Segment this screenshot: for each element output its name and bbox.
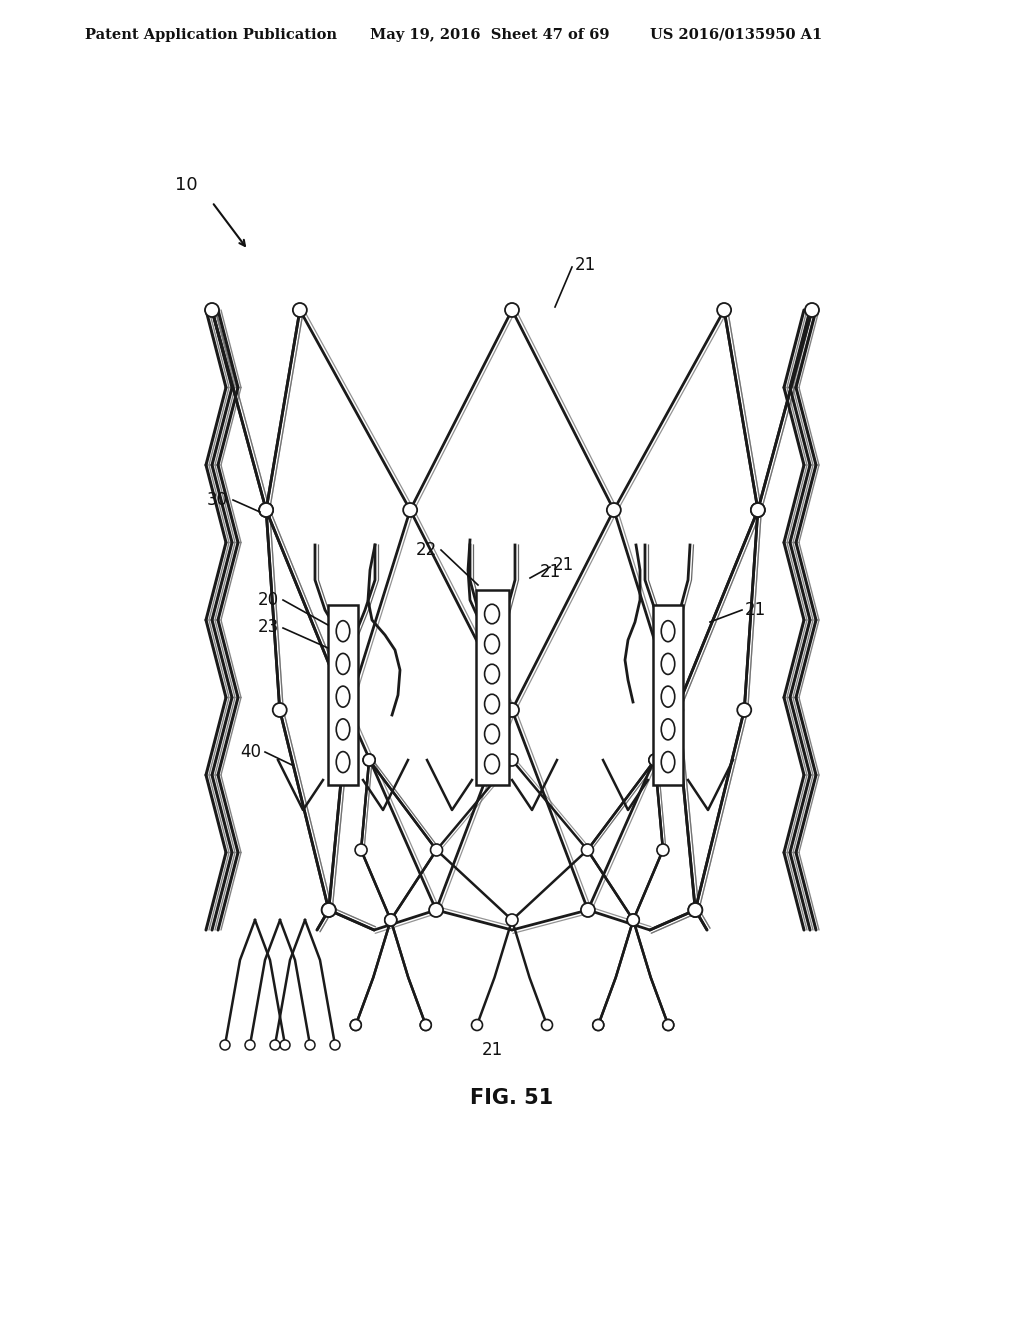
Circle shape <box>322 903 336 917</box>
Ellipse shape <box>336 620 350 642</box>
Circle shape <box>430 843 442 855</box>
Circle shape <box>663 1019 674 1031</box>
Ellipse shape <box>336 719 350 741</box>
Text: 21: 21 <box>553 556 574 574</box>
Circle shape <box>350 1019 361 1031</box>
Circle shape <box>582 843 594 855</box>
Circle shape <box>280 1040 290 1049</box>
FancyBboxPatch shape <box>328 605 358 785</box>
Circle shape <box>355 843 367 855</box>
Ellipse shape <box>662 686 675 708</box>
Ellipse shape <box>484 605 500 624</box>
Circle shape <box>657 843 669 855</box>
Text: 23: 23 <box>258 618 279 636</box>
Text: 20: 20 <box>258 591 279 609</box>
Circle shape <box>593 1019 604 1031</box>
Circle shape <box>270 1040 280 1049</box>
Circle shape <box>663 1019 674 1031</box>
Text: 10: 10 <box>175 176 198 194</box>
Circle shape <box>403 503 417 517</box>
Circle shape <box>506 754 518 766</box>
Circle shape <box>259 503 273 517</box>
Circle shape <box>272 704 287 717</box>
Circle shape <box>205 304 219 317</box>
Text: 21: 21 <box>481 1041 503 1059</box>
Circle shape <box>350 1019 361 1031</box>
Text: 22: 22 <box>416 541 437 558</box>
Circle shape <box>471 1019 482 1031</box>
Ellipse shape <box>336 686 350 708</box>
Circle shape <box>649 754 660 766</box>
Text: 21: 21 <box>745 601 766 619</box>
FancyBboxPatch shape <box>653 605 683 785</box>
Circle shape <box>505 304 519 317</box>
Ellipse shape <box>662 620 675 642</box>
Text: 40: 40 <box>240 743 261 762</box>
Ellipse shape <box>484 694 500 714</box>
Ellipse shape <box>484 754 500 774</box>
Text: 30: 30 <box>207 491 228 510</box>
Circle shape <box>506 913 518 927</box>
Circle shape <box>688 903 702 917</box>
Circle shape <box>293 304 307 317</box>
Ellipse shape <box>662 751 675 772</box>
Ellipse shape <box>484 634 500 653</box>
Circle shape <box>330 1040 340 1049</box>
Circle shape <box>420 1019 431 1031</box>
Circle shape <box>385 913 396 927</box>
Ellipse shape <box>336 751 350 772</box>
Circle shape <box>628 913 639 927</box>
Ellipse shape <box>484 725 500 743</box>
Circle shape <box>364 754 375 766</box>
Circle shape <box>737 704 752 717</box>
Circle shape <box>542 1019 553 1031</box>
Circle shape <box>364 754 375 766</box>
Circle shape <box>259 503 273 517</box>
FancyBboxPatch shape <box>475 590 509 785</box>
Circle shape <box>420 1019 431 1031</box>
Circle shape <box>717 304 731 317</box>
Circle shape <box>593 1019 604 1031</box>
Ellipse shape <box>662 719 675 741</box>
Circle shape <box>220 1040 230 1049</box>
Circle shape <box>805 304 819 317</box>
Circle shape <box>751 503 765 517</box>
Text: 21: 21 <box>540 564 561 581</box>
Circle shape <box>341 704 354 717</box>
Circle shape <box>628 913 639 927</box>
Circle shape <box>607 503 621 517</box>
Circle shape <box>322 903 336 917</box>
Ellipse shape <box>662 653 675 675</box>
Circle shape <box>505 704 519 717</box>
Ellipse shape <box>336 653 350 675</box>
Text: US 2016/0135950 A1: US 2016/0135950 A1 <box>650 28 822 42</box>
Circle shape <box>305 1040 315 1049</box>
Text: FIG. 51: FIG. 51 <box>470 1088 554 1107</box>
Circle shape <box>670 704 683 717</box>
Circle shape <box>429 903 443 917</box>
Text: May 19, 2016  Sheet 47 of 69: May 19, 2016 Sheet 47 of 69 <box>370 28 609 42</box>
Circle shape <box>245 1040 255 1049</box>
Circle shape <box>649 754 660 766</box>
Text: Patent Application Publication: Patent Application Publication <box>85 28 337 42</box>
Text: 21: 21 <box>575 256 596 275</box>
Ellipse shape <box>484 664 500 684</box>
Circle shape <box>751 503 765 517</box>
Circle shape <box>385 913 396 927</box>
Circle shape <box>688 903 702 917</box>
Circle shape <box>581 903 595 917</box>
